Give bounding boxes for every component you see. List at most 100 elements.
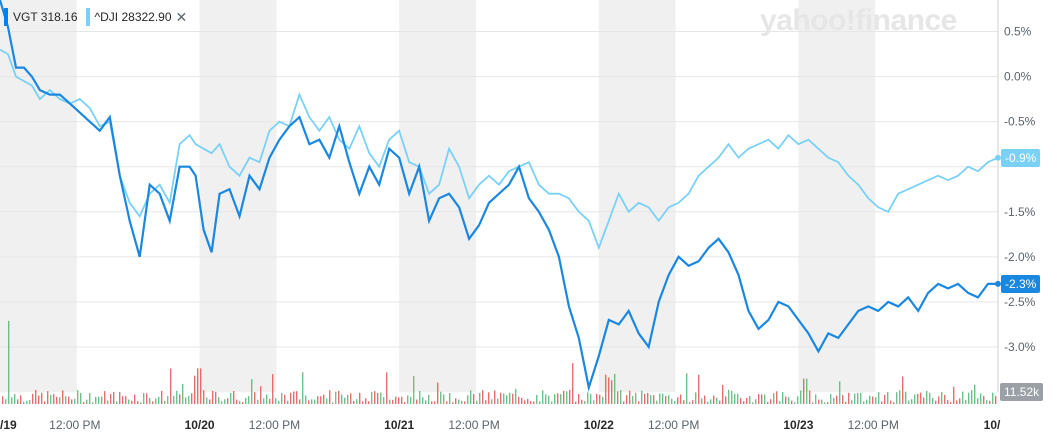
volume-bar [461, 400, 463, 404]
volume-bar [503, 393, 505, 404]
volume-bar [362, 401, 364, 404]
volume-bar [983, 395, 985, 404]
volume-bar [632, 395, 634, 404]
x-tick-label: 12:00 PM [249, 418, 300, 432]
x-tick-label: 12:00 PM [448, 418, 499, 432]
volume-bar [146, 393, 148, 404]
volume-bar [293, 391, 295, 404]
volume-bar [806, 378, 808, 404]
legend-label-vgt: VGT 318.16 [13, 10, 78, 24]
volume-bar [587, 392, 589, 404]
volume-bar [407, 395, 409, 404]
volume-bar [641, 390, 643, 404]
volume-bar [221, 401, 223, 404]
y-axis-ticks: 0.5% 0.0% -0.5% -1.5% -2.0% -2.5% -3.0% [1004, 25, 1036, 354]
volume-bar [110, 394, 112, 404]
series-line-dji[interactable] [0, 48, 999, 251]
volume-bar [251, 379, 253, 404]
volume-bar [74, 398, 76, 404]
x-axis-ticks: /19 12:00 PM 10/20 12:00 PM 10/21 12:00 PM 10/… [0, 418, 1001, 432]
volume-bar [308, 400, 310, 404]
volume-bar [431, 401, 433, 404]
volume-bar [41, 392, 43, 404]
volume-bar [527, 398, 529, 404]
volume-bar [464, 401, 466, 404]
volume-bar [605, 374, 607, 404]
volume-bar [122, 396, 124, 404]
volume-bar [596, 393, 598, 404]
volume-bar [560, 394, 562, 404]
volume-bar [887, 392, 889, 404]
volume-bar [578, 394, 580, 404]
volume-bar [884, 394, 886, 404]
volume-bar [488, 392, 490, 404]
volume-bar [59, 397, 61, 404]
volume-bar [98, 396, 100, 404]
volume-bar [89, 393, 91, 404]
volume-bar [908, 400, 910, 404]
volume-bar [719, 400, 721, 404]
volume-bar [428, 394, 430, 404]
volume-bar [683, 400, 685, 404]
volume-bar [68, 396, 70, 404]
y-tick-label: 0.0% [1004, 70, 1032, 84]
volume-bar [38, 395, 40, 404]
volume-bar [776, 391, 778, 404]
volume-bar [77, 390, 79, 404]
volume-bar [404, 402, 406, 404]
volume-bar [746, 397, 748, 404]
volume-bar [392, 399, 394, 404]
volume-bar [869, 395, 871, 404]
legend-swatch-vgt [4, 8, 8, 26]
series-line-vgt[interactable] [0, 0, 998, 392]
volume-bar [83, 402, 85, 404]
volume-bar [452, 402, 454, 404]
x-tick-label: 10/ [984, 418, 1001, 432]
volume-bar [371, 392, 373, 404]
volume-bar [434, 401, 436, 404]
volume-bar [272, 374, 274, 404]
volume-bar [197, 368, 199, 404]
legend-item-vgt[interactable]: VGT 318.16 [4, 8, 78, 26]
volume-bar [215, 391, 217, 404]
volume-bar [974, 384, 976, 404]
volume-bar [44, 401, 46, 404]
volume-bar [959, 398, 961, 404]
volume-bar [713, 395, 715, 404]
x-tick-label: 10/23 [783, 418, 813, 432]
volume-bar [446, 401, 448, 404]
volume-bar [635, 392, 637, 404]
volume-bar [680, 394, 682, 404]
volume-bar [194, 375, 196, 404]
volume-bar [128, 399, 130, 404]
volume-bar [677, 397, 679, 404]
volume-bar [410, 396, 412, 404]
volume-bar [866, 399, 868, 404]
volume-bar [539, 401, 541, 404]
volume-bar [863, 401, 865, 404]
volume-bar [794, 402, 796, 404]
volume-bar [857, 392, 859, 404]
volume-bar [224, 399, 226, 404]
volume-bar [860, 393, 862, 404]
volume-bar [320, 396, 322, 404]
volume-bar [902, 376, 904, 404]
volume-bar [839, 381, 841, 404]
volume-bar [797, 396, 799, 404]
volume-bar [782, 391, 784, 404]
volume-bar [725, 396, 727, 404]
volume-bar [137, 401, 139, 404]
legend-item-dji[interactable]: ^DJI 28322.90 ✕ [85, 8, 188, 26]
series-end-markers [995, 154, 1001, 287]
volume-bar [263, 398, 265, 404]
legend: VGT 318.16 ^DJI 28322.90 ✕ [4, 8, 195, 26]
volume-bar [917, 394, 919, 404]
close-icon[interactable]: ✕ [175, 8, 188, 25]
volume-bar [131, 400, 133, 404]
volume-bar [590, 393, 592, 404]
volume-bar [845, 402, 847, 404]
volume-bar [50, 394, 52, 404]
volume-bar [575, 401, 577, 404]
volume-bar [356, 399, 358, 404]
